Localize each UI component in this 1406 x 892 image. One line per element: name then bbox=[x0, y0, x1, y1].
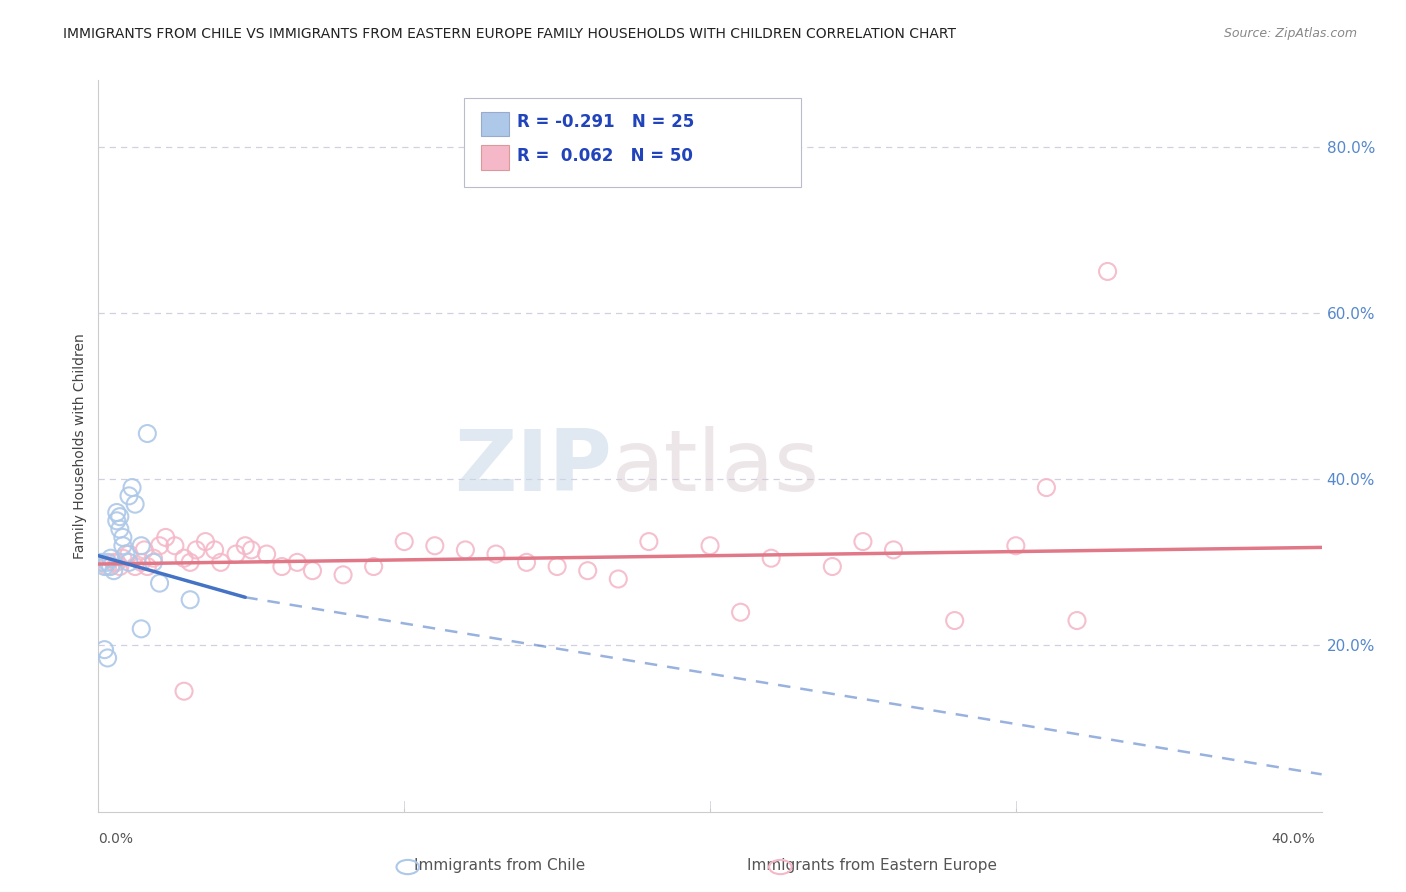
Point bbox=[173, 684, 195, 698]
Point bbox=[111, 539, 134, 553]
Point bbox=[485, 547, 508, 561]
Point bbox=[103, 564, 125, 578]
Point bbox=[576, 564, 599, 578]
Point bbox=[186, 542, 208, 557]
Point bbox=[852, 534, 875, 549]
Text: R = -0.291   N = 25: R = -0.291 N = 25 bbox=[517, 113, 695, 131]
Text: 0.0%: 0.0% bbox=[98, 832, 134, 846]
Point bbox=[93, 559, 115, 574]
Text: Immigrants from Eastern Europe: Immigrants from Eastern Europe bbox=[747, 858, 997, 872]
Point bbox=[637, 534, 661, 549]
Point bbox=[454, 542, 477, 557]
Point bbox=[270, 559, 292, 574]
Point bbox=[93, 642, 115, 657]
Point bbox=[105, 514, 128, 528]
Point bbox=[204, 542, 226, 557]
Point bbox=[699, 539, 721, 553]
Point bbox=[285, 555, 308, 569]
Point bbox=[136, 426, 159, 441]
Point bbox=[225, 547, 247, 561]
Point bbox=[129, 539, 152, 553]
Point bbox=[821, 559, 844, 574]
Point bbox=[179, 555, 201, 569]
Point bbox=[142, 555, 165, 569]
Point bbox=[209, 555, 232, 569]
Point bbox=[111, 530, 134, 544]
Text: ZIP: ZIP bbox=[454, 426, 612, 509]
Point bbox=[546, 559, 568, 574]
Point bbox=[134, 542, 156, 557]
Point bbox=[149, 576, 172, 591]
Point bbox=[108, 559, 131, 574]
Point bbox=[115, 547, 138, 561]
Point bbox=[142, 551, 165, 566]
Text: atlas: atlas bbox=[612, 426, 820, 509]
Point bbox=[173, 551, 195, 566]
Point bbox=[194, 534, 217, 549]
Point bbox=[103, 555, 125, 569]
Point bbox=[136, 559, 159, 574]
Point bbox=[256, 547, 278, 561]
Point bbox=[240, 542, 263, 557]
Point bbox=[233, 539, 256, 553]
Point bbox=[392, 534, 416, 549]
Point bbox=[97, 651, 120, 665]
Point bbox=[1004, 539, 1026, 553]
Point bbox=[124, 497, 146, 511]
Point bbox=[100, 551, 122, 566]
Point bbox=[129, 622, 152, 636]
Point bbox=[759, 551, 782, 566]
Y-axis label: Family Households with Children: Family Households with Children bbox=[73, 333, 87, 559]
Point bbox=[118, 555, 141, 569]
Point bbox=[90, 555, 112, 569]
Point bbox=[100, 559, 122, 574]
Point bbox=[883, 542, 905, 557]
Text: IMMIGRANTS FROM CHILE VS IMMIGRANTS FROM EASTERN EUROPE FAMILY HOUSEHOLDS WITH C: IMMIGRANTS FROM CHILE VS IMMIGRANTS FROM… bbox=[63, 27, 956, 41]
Point bbox=[179, 592, 201, 607]
Point bbox=[943, 614, 966, 628]
Point bbox=[332, 567, 354, 582]
Point bbox=[108, 522, 131, 536]
Point bbox=[301, 564, 323, 578]
Point bbox=[97, 559, 120, 574]
Point bbox=[155, 530, 177, 544]
Text: Immigrants from Chile: Immigrants from Chile bbox=[413, 858, 585, 872]
Point bbox=[118, 489, 141, 503]
Point bbox=[516, 555, 538, 569]
Point bbox=[124, 559, 146, 574]
Point bbox=[111, 551, 134, 566]
Point bbox=[105, 555, 128, 569]
Point bbox=[149, 539, 172, 553]
Point bbox=[105, 506, 128, 520]
Point bbox=[1035, 481, 1057, 495]
Point bbox=[363, 559, 385, 574]
Point bbox=[423, 539, 446, 553]
Point bbox=[607, 572, 630, 586]
Point bbox=[108, 509, 131, 524]
Point bbox=[121, 481, 143, 495]
Text: 40.0%: 40.0% bbox=[1271, 832, 1315, 846]
Point bbox=[163, 539, 186, 553]
Point bbox=[118, 547, 141, 561]
Text: R =  0.062   N = 50: R = 0.062 N = 50 bbox=[517, 147, 693, 165]
Text: Source: ZipAtlas.com: Source: ZipAtlas.com bbox=[1223, 27, 1357, 40]
Point bbox=[1066, 614, 1088, 628]
Point bbox=[97, 555, 120, 569]
Point bbox=[1097, 264, 1119, 278]
Point bbox=[129, 555, 152, 569]
Point bbox=[730, 605, 752, 619]
